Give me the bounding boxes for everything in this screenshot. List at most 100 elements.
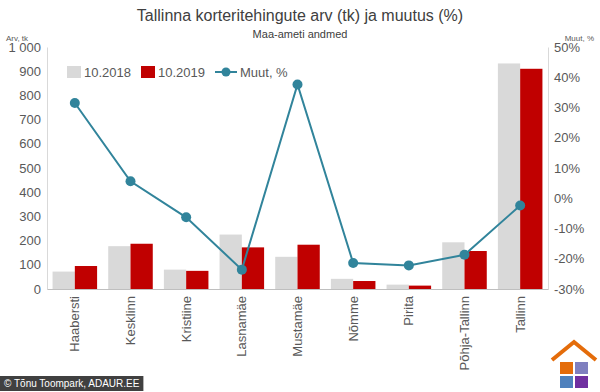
annotation: © Tõnu Toompark, ADAUR.EE xyxy=(0,376,143,391)
legend-label: Muut, % xyxy=(240,65,288,80)
marker xyxy=(293,80,303,90)
tick: Nõmme xyxy=(346,289,361,342)
logo-piece xyxy=(560,362,573,374)
tick: 400 xyxy=(19,185,47,200)
tick: Kristiine xyxy=(179,289,194,342)
tick: 800 xyxy=(19,88,47,103)
tick: -10% xyxy=(548,221,585,236)
tick-label: -10% xyxy=(554,221,585,236)
tick: 20% xyxy=(548,130,580,145)
tick: 10% xyxy=(548,161,580,176)
tick: 700 xyxy=(19,112,47,127)
tick-label: 20% xyxy=(554,130,580,145)
subtitle: Maa-ameti andmed xyxy=(253,28,348,40)
tick-label: Haabersti xyxy=(67,296,82,352)
tick: Lasnamäe xyxy=(234,289,249,357)
tick: Põhja-Tallinn xyxy=(457,289,472,370)
tick-label: 1 000 xyxy=(8,40,41,55)
tick-label: 300 xyxy=(19,209,41,224)
tick: 600 xyxy=(19,136,47,151)
bar xyxy=(108,246,130,289)
tick: 100 xyxy=(19,257,47,272)
tick-label: 900 xyxy=(19,64,41,79)
legend-label: 10.2018 xyxy=(84,65,131,80)
legend: 10.2018 10.2019 Muut, % xyxy=(67,65,288,80)
tick-label: 200 xyxy=(19,233,41,248)
axis-line xyxy=(548,48,549,290)
bar xyxy=(353,281,375,289)
tick: 50% xyxy=(548,40,580,55)
tick: Mustamäe xyxy=(290,289,305,357)
logo-roof xyxy=(552,342,596,360)
line-series xyxy=(70,80,525,275)
tick: -20% xyxy=(548,251,585,266)
legend-item: Muut, % xyxy=(215,65,288,80)
y-axis: 0 100 200 300 400 500 600 700 800 900 1 000 xyxy=(8,40,47,297)
axis-line xyxy=(47,48,48,290)
tick-label: -30% xyxy=(554,282,585,297)
marker xyxy=(404,260,414,270)
tick-label: Põhja-Tallinn xyxy=(457,296,472,370)
tick: Haabersti xyxy=(67,289,82,352)
plot-area xyxy=(53,63,543,289)
tick-label: 500 xyxy=(19,161,41,176)
bar xyxy=(498,63,520,289)
marker xyxy=(515,201,525,211)
tick-label: 700 xyxy=(19,112,41,127)
tick-label: Lasnamäe xyxy=(234,296,249,357)
logo-piece xyxy=(560,376,573,388)
tick: Kesklinn xyxy=(123,289,138,345)
bar-series xyxy=(53,63,521,289)
tick-label: 40% xyxy=(554,70,580,85)
tick-label: -20% xyxy=(554,251,585,266)
legend-item: 10.2018 xyxy=(67,65,131,80)
tick: Pirita xyxy=(401,289,416,326)
bar xyxy=(520,69,542,289)
marker xyxy=(237,265,247,275)
tick-label: 50% xyxy=(554,40,580,55)
bar xyxy=(220,235,242,289)
tick-label: Nõmme xyxy=(346,296,361,342)
tick-label: 600 xyxy=(19,136,41,151)
bar xyxy=(53,272,75,289)
tick-label: 100 xyxy=(19,257,41,272)
bar xyxy=(442,242,464,289)
tick-label: 800 xyxy=(19,88,41,103)
marker xyxy=(460,250,470,260)
bar xyxy=(75,266,97,289)
bar-series xyxy=(75,69,543,289)
bar xyxy=(387,285,409,289)
tick-label: Kristiine xyxy=(179,296,194,342)
tick-label: 0 xyxy=(34,282,41,297)
tick-label: Kesklinn xyxy=(123,296,138,345)
marker xyxy=(126,176,136,186)
tick-label: 0% xyxy=(554,191,573,206)
tick-label: 10% xyxy=(554,161,580,176)
legend-symbol xyxy=(67,66,81,78)
tick: -30% xyxy=(548,282,585,297)
tick: 200 xyxy=(19,233,47,248)
annotation-box xyxy=(0,376,143,391)
marker xyxy=(70,98,80,108)
tick: 900 xyxy=(19,64,47,79)
tick: 30% xyxy=(548,100,580,115)
bar xyxy=(164,270,186,289)
tick-label: 400 xyxy=(19,185,41,200)
bar xyxy=(131,244,153,289)
legend-symbol xyxy=(222,68,231,77)
tick-label: Mustamäe xyxy=(290,296,305,357)
bar xyxy=(409,286,431,289)
y2-axis: -30% -20% -10% 0% 10% 20% 30% 40% 50% xyxy=(548,40,585,297)
legend-label: 10.2019 xyxy=(158,65,205,80)
marker xyxy=(181,212,191,222)
tick-label: 30% xyxy=(554,100,580,115)
tick: 300 xyxy=(19,209,47,224)
bar xyxy=(275,257,297,289)
axis-line xyxy=(48,289,549,290)
logo-piece xyxy=(575,376,588,388)
tick: 0% xyxy=(548,191,573,206)
tick: 500 xyxy=(19,161,47,176)
tick-label: Pirita xyxy=(401,295,416,325)
bar xyxy=(186,271,208,289)
legend-item: 10.2019 xyxy=(141,65,205,80)
